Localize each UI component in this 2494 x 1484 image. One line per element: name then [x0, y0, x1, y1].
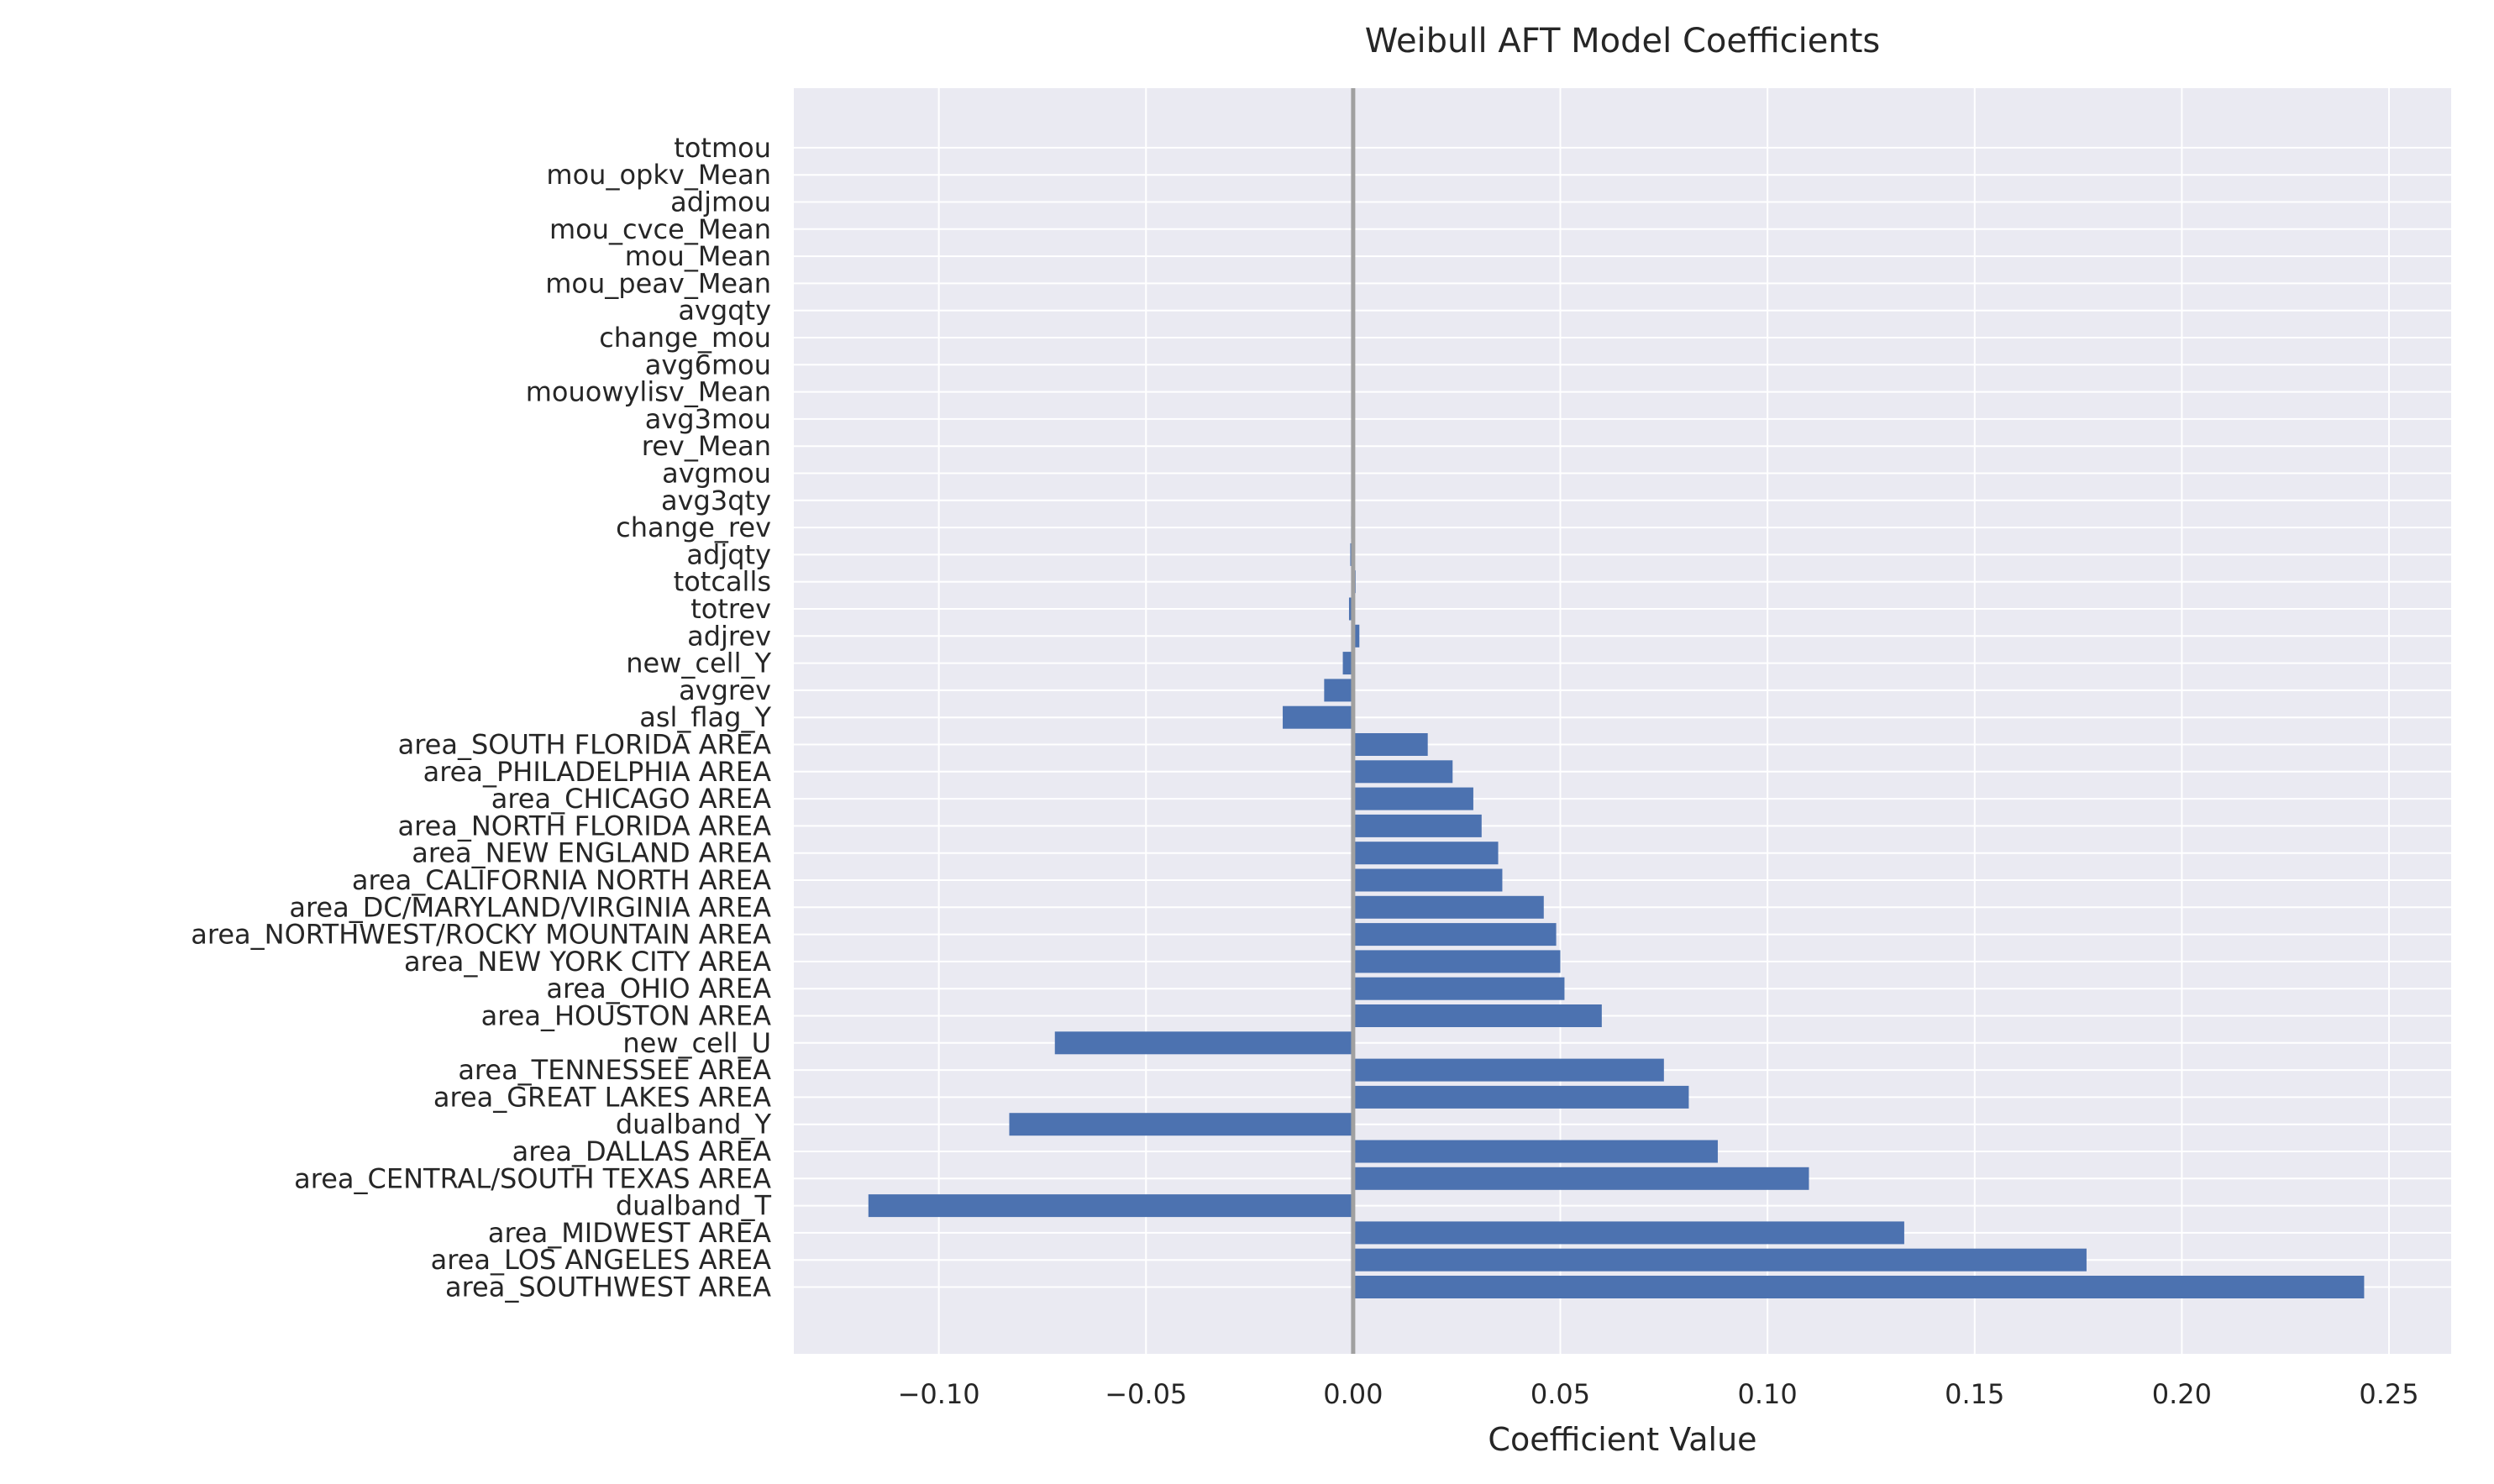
y-tick-label: avg6mou: [645, 349, 771, 380]
y-tick-label: adjmou: [670, 186, 771, 218]
plot-area: [794, 88, 2451, 1354]
y-tick-label: area_NORTH FLORIDA AREA: [398, 810, 772, 842]
x-axis-label: Coefficient Value: [1488, 1421, 1756, 1458]
y-tick-label: dualband_Y: [616, 1109, 772, 1141]
bar: [1352, 760, 1453, 784]
bar: [1352, 977, 1565, 1000]
y-tick-label: totcalls: [674, 566, 771, 598]
y-tick-label: totmou: [674, 132, 771, 164]
bar: [1054, 1031, 1353, 1055]
bar: [1324, 679, 1353, 702]
y-tick-label: area_TENNESSEE AREA: [458, 1054, 771, 1086]
bar: [1352, 1167, 1809, 1190]
x-tick-label: 0.00: [1323, 1378, 1383, 1410]
y-tick-label: new_cell_Y: [626, 648, 771, 679]
y-tick-label: mou_peav_Mean: [545, 267, 771, 299]
bar: [1352, 624, 1360, 648]
y-tick-label: avgrev: [679, 674, 771, 706]
y-tick-label: avg3qty: [661, 485, 771, 517]
y-tick-label: area_CHICAGO AREA: [491, 783, 771, 815]
y-tick-label: area_HOUSTON AREA: [481, 1000, 772, 1032]
bar: [1352, 895, 1544, 919]
x-tick-label: 0.15: [1945, 1378, 2004, 1410]
x-tick-label: 0.20: [2152, 1378, 2212, 1410]
bar: [1352, 1058, 1664, 1082]
bar: [1342, 652, 1353, 675]
y-tick-label: mouowylisv_Mean: [526, 376, 771, 408]
y-tick-label: change_rev: [616, 511, 771, 543]
bar: [1352, 1004, 1602, 1027]
y-tick-label: area_NEW YORK CITY AREA: [404, 946, 771, 978]
y-tick-label: area_CENTRAL/SOUTH TEXAS AREA: [294, 1162, 771, 1194]
y-tick-label: avgqty: [678, 295, 771, 327]
x-tick-labels: −0.10 −0.05 0.00 0.05 0.10 0.15 0.20 0.25: [898, 1378, 2419, 1410]
y-tick-label: area_GREAT LAKES AREA: [433, 1081, 771, 1113]
y-tick-label: change_mou: [599, 322, 771, 354]
y-tick-label: area_NEW ENGLAND AREA: [412, 837, 771, 869]
bar: [1352, 1221, 1904, 1245]
y-tick-label: mou_opkv_Mean: [546, 159, 771, 191]
bar: [1352, 787, 1473, 810]
y-tick-label: avg3mou: [645, 403, 771, 435]
y-tick-label: area_LOS ANGELES AREA: [431, 1244, 771, 1276]
bar: [1352, 1085, 1689, 1109]
y-tick-label: asl_flag_Y: [639, 701, 771, 733]
bar: [1352, 842, 1499, 865]
y-tick-label: area_MIDWEST AREA: [488, 1217, 771, 1249]
x-tick-label: −0.05: [1105, 1378, 1187, 1410]
y-tick-label: area_OHIO AREA: [546, 973, 771, 1004]
bar: [1283, 705, 1353, 729]
y-tick-label: avgmou: [662, 458, 771, 490]
bar: [1009, 1113, 1353, 1136]
y-tick-label: area_DC/MARYLAND/VIRGINIA AREA: [289, 891, 771, 923]
y-tick-label: area_PHILADELPHIA AREA: [423, 756, 772, 788]
bar: [1352, 1140, 1718, 1163]
y-tick-label: rev_Mean: [642, 430, 771, 462]
y-tick-label: area_DALLAS AREA: [512, 1135, 771, 1167]
y-tick-label: area_CALIFORNIA NORTH AREA: [352, 864, 771, 896]
y-tick-label: adjqty: [686, 538, 771, 570]
bar: [868, 1194, 1353, 1218]
x-tick-label: 0.10: [1738, 1378, 1798, 1410]
y-tick-label: adjrev: [687, 620, 771, 652]
y-tick-label: mou_cvce_Mean: [549, 213, 771, 245]
x-tick-label: 0.25: [2359, 1378, 2418, 1410]
x-tick-label: −0.10: [898, 1378, 980, 1410]
y-tick-label: new_cell_U: [622, 1027, 771, 1059]
bar: [1352, 868, 1503, 892]
bar: [1352, 1276, 2365, 1298]
bar: [1352, 923, 1557, 947]
y-tick-label: dualband_T: [616, 1190, 772, 1222]
y-tick-label: mou_Mean: [625, 240, 771, 272]
y-tick-label: totrev: [690, 593, 771, 625]
chart-title: Weibull AFT Model Coefficients: [1365, 22, 1881, 60]
y-tick-label: area_SOUTHWEST AREA: [445, 1272, 771, 1303]
bar: [1352, 950, 1561, 973]
bar: [1352, 1248, 2087, 1272]
bar: [1352, 733, 1428, 756]
bar: [1352, 814, 1482, 837]
x-tick-label: 0.05: [1531, 1378, 1590, 1410]
y-tick-label: area_SOUTH FLORIDA AREA: [398, 729, 772, 761]
y-tick-label: area_NORTHWEST/ROCKY MOUNTAIN AREA: [191, 919, 771, 951]
